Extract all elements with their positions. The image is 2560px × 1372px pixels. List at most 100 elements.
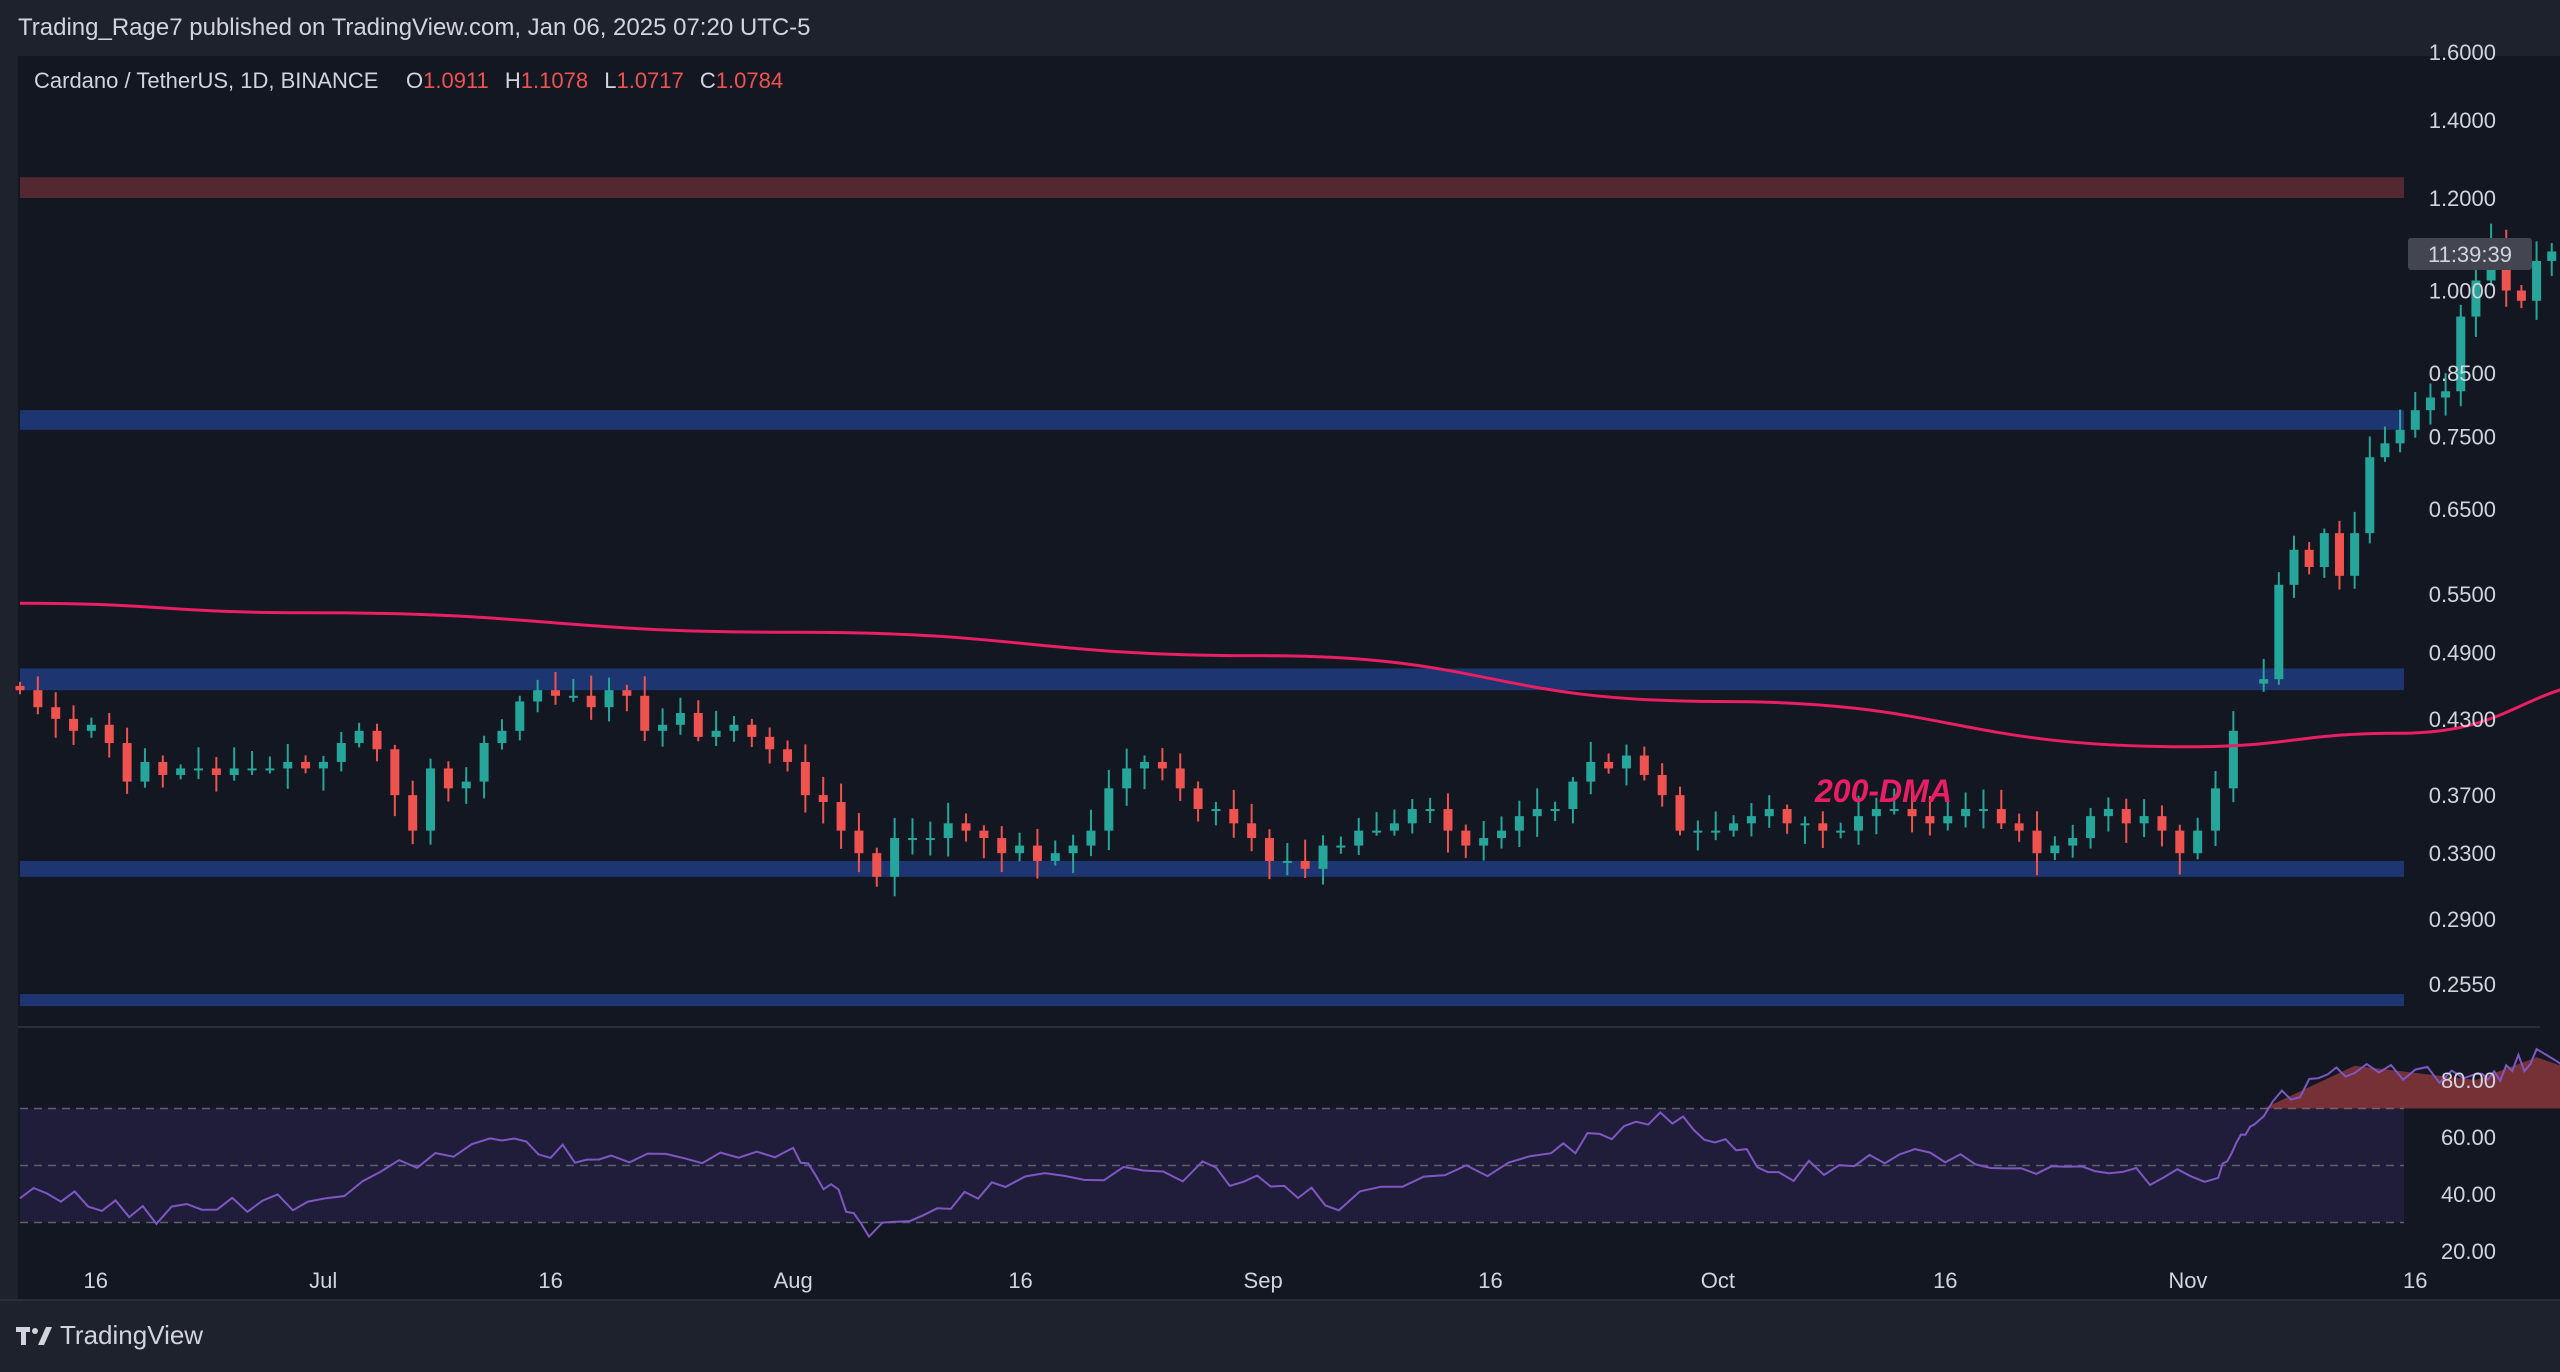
candle (1836, 822, 1846, 839)
candle (979, 825, 989, 859)
candle (1889, 788, 1899, 815)
candle-body (1372, 830, 1382, 833)
candle (479, 735, 489, 799)
candle-body (800, 761, 810, 796)
candle (568, 678, 578, 702)
candle (2139, 799, 2149, 838)
candle (1746, 803, 1756, 837)
candle-body (1961, 809, 1971, 817)
candle-body (301, 761, 311, 769)
candle (497, 719, 507, 750)
candle (2471, 261, 2481, 337)
rsi-layer (19, 1047, 2560, 1239)
candle-body (2532, 260, 2542, 301)
candle (2289, 535, 2299, 599)
candle (890, 817, 900, 897)
candle (2516, 285, 2526, 309)
candle (86, 717, 96, 738)
candle (1461, 824, 1471, 858)
candle-body (568, 695, 578, 698)
candle-body (1782, 809, 1792, 824)
candle-body (1229, 809, 1239, 824)
legend-h-label: H (505, 68, 521, 93)
time-tick-2: 16 (538, 1268, 562, 1293)
candle-body (1175, 768, 1185, 789)
rsi-tick-1: 60.00 (2441, 1125, 2496, 1150)
candle (1104, 769, 1114, 851)
candle (658, 708, 668, 747)
candle-body (1336, 845, 1346, 848)
time-tick-0: 16 (84, 1268, 108, 1293)
ma-annotation: 200-DMA (1814, 773, 1952, 809)
candle (765, 727, 775, 764)
candle (1675, 786, 1685, 836)
legend-symbol: Cardano / TetherUS, 1D, BINANCE (34, 68, 378, 93)
candle (943, 802, 953, 857)
tradingview-brand: TradingView (60, 1320, 204, 1350)
candle-body (1264, 838, 1274, 861)
candle-body (675, 712, 685, 725)
tradingview-logo-icon (16, 1326, 52, 1345)
candle-body (1032, 845, 1042, 861)
candle-body (872, 853, 882, 877)
candle (604, 677, 614, 722)
candle-body (1086, 830, 1096, 846)
candle-body (426, 768, 436, 831)
candle-body (2425, 397, 2435, 411)
candle-body (2228, 730, 2238, 789)
candle (818, 776, 828, 824)
candle-body (2380, 443, 2390, 458)
candle-body (461, 781, 471, 789)
ma-layer (19, 601, 2560, 749)
candle (1943, 801, 1953, 831)
candle (586, 675, 596, 720)
candle (1407, 798, 1417, 834)
candle-body (854, 830, 864, 854)
candle (622, 684, 632, 712)
candle (729, 716, 739, 742)
candle-body (15, 685, 25, 691)
candle-body (193, 768, 203, 771)
price-tick-7: 0.5500 (2429, 582, 2496, 607)
candle (783, 740, 793, 772)
time-tick-9: Nov (2168, 1268, 2207, 1293)
zones-layer (20, 177, 2404, 1007)
rsi-tick-2: 40.00 (2441, 1182, 2496, 1207)
tradingview-logo[interactable]: TradingView (16, 1320, 203, 1351)
candle (1657, 763, 1667, 807)
candle (318, 755, 328, 791)
candle-body (1140, 761, 1150, 769)
candle-body (390, 749, 400, 796)
candle-body (283, 761, 293, 769)
candle-body (336, 743, 346, 762)
candle-body (997, 838, 1007, 854)
candle (2547, 243, 2557, 277)
candle (2456, 304, 2466, 407)
candle (872, 847, 882, 887)
candle (408, 780, 418, 845)
candle (1925, 796, 1935, 836)
candle-body (2441, 391, 2451, 398)
candle (2365, 436, 2375, 544)
candle (997, 826, 1007, 873)
support-zone-3 (20, 860, 2404, 877)
candle (1479, 821, 1489, 861)
candle-body (372, 730, 382, 750)
candle (1961, 792, 1971, 828)
candle (443, 761, 453, 802)
candle (2425, 383, 2435, 425)
candle-body (1711, 830, 1721, 833)
candle (925, 821, 935, 856)
candle (1764, 795, 1774, 828)
candle (1604, 753, 1614, 774)
candle-body (479, 743, 489, 782)
candle (461, 767, 471, 804)
candle-body (2350, 533, 2360, 576)
candle-body (2365, 457, 2375, 534)
candle (1729, 815, 1739, 837)
price-tick-9: 0.4300 (2429, 707, 2496, 732)
candle-body (907, 838, 917, 841)
candle (229, 747, 239, 781)
candle-body (1104, 788, 1114, 831)
